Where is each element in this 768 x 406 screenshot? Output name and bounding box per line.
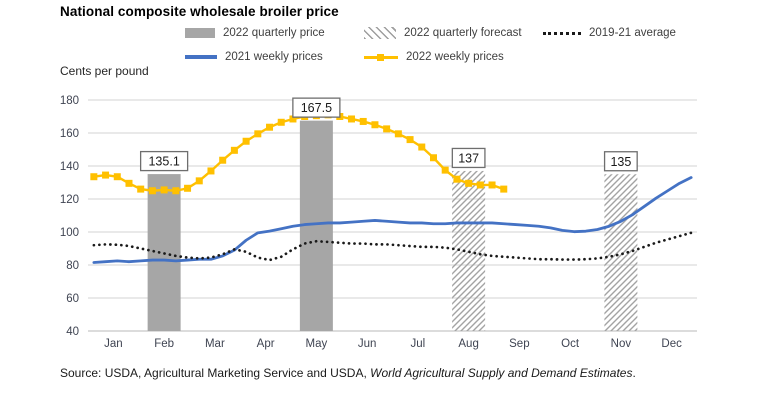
x-month-label: Nov — [611, 338, 632, 350]
x-month-label: Aug — [458, 338, 478, 350]
weekly-2022-marker-icon — [148, 187, 156, 195]
weekly-2022-marker-icon — [172, 187, 180, 195]
average-dotted-line-swatch-icon — [543, 31, 581, 35]
weekly-2022-marker-icon — [476, 181, 484, 189]
legend-row-1: 2022 quarterly price 2022 quarterly fore… — [185, 27, 676, 39]
quarterly-price-swatch-icon — [185, 28, 215, 38]
quarterly-forecast-bar — [604, 174, 638, 331]
weekly-2022-line-swatch-icon — [364, 53, 398, 61]
source-publication: World Agricultural Supply and Demand Est… — [370, 366, 633, 380]
legend-label: 2019-21 average — [589, 27, 676, 39]
weekly-2022-marker-icon — [113, 173, 121, 181]
weekly-2022-marker-icon — [383, 125, 391, 133]
y-tick-label: 100 — [60, 227, 79, 239]
y-tick-label: 80 — [66, 260, 79, 272]
bar-value-label: 137 — [458, 151, 479, 165]
square-marker-icon — [377, 53, 384, 61]
legend-label: 2022 quarterly forecast — [404, 27, 522, 39]
weekly-2022-marker-icon — [160, 186, 168, 194]
bar-value-label: 135.1 — [148, 155, 179, 169]
weekly-2022-marker-icon — [277, 118, 285, 126]
weekly-2021-line — [92, 176, 693, 264]
y-tick-label: 180 — [60, 95, 79, 107]
bar-value-label-box — [139, 150, 189, 172]
bar-value-label-box — [292, 97, 341, 118]
x-month-label: Jan — [104, 338, 123, 350]
bar-value-label-box — [451, 147, 486, 169]
y-tick-label: 160 — [60, 128, 79, 140]
x-month-label: Sep — [509, 338, 529, 350]
x-month-label: Oct — [561, 338, 580, 350]
bar-value-label-box — [603, 151, 638, 172]
chart-plot-area: 180 160 140 120 100 80 60 40 Jan Feb Mar Apr May Jun J… — [60, 95, 697, 350]
weekly-2022-marker-icon — [289, 115, 297, 123]
legend-item-2019-21-average: 2019-21 average — [543, 27, 676, 39]
weekly-2022-marker-icon — [465, 179, 473, 187]
x-month-label: Jun — [358, 338, 377, 350]
legend-item-2022-weekly-prices: 2022 weekly prices — [364, 51, 504, 63]
average-dotted-line — [92, 231, 693, 262]
source-text: Source: USDA, Agricultural Marketing Ser… — [60, 366, 371, 380]
x-month-label: Apr — [257, 338, 275, 350]
weekly-2022-marker-icon — [453, 175, 461, 183]
y-tick-label: 120 — [60, 194, 79, 206]
weekly-2022-marker-icon — [195, 177, 203, 185]
weekly-2022-marker-icon — [230, 146, 238, 154]
chart-title: National composite wholesale broiler pri… — [60, 4, 339, 19]
legend-item-2021-weekly-prices: 2021 weekly prices — [185, 51, 364, 63]
weekly-2022-marker-icon — [266, 123, 274, 131]
weekly-2022-marker-icon — [429, 154, 437, 162]
x-month-label: Feb — [154, 338, 174, 350]
weekly-2022-marker-icon — [219, 156, 227, 164]
source-period: . — [632, 366, 636, 380]
y-tick-label: 60 — [66, 293, 79, 305]
weekly-2022-marker-icon — [406, 136, 414, 144]
bar-value-label: 135 — [610, 155, 631, 169]
y-tick-label: 140 — [60, 161, 79, 173]
weekly-2022-marker-icon — [348, 115, 356, 123]
legend-row-2: 2021 weekly prices 2022 weekly prices — [185, 51, 504, 63]
weekly-2022-marker-icon — [500, 185, 508, 193]
weekly-2022-marker-icon — [90, 173, 98, 181]
x-month-label: Dec — [661, 338, 682, 350]
weekly-2022-marker-icon — [184, 184, 192, 192]
legend-label: 2022 weekly prices — [406, 51, 504, 63]
weekly-2022-marker-icon — [418, 143, 426, 151]
weekly-2022-marker-icon — [394, 130, 402, 138]
weekly-2022-marker-icon — [242, 137, 250, 145]
weekly-2022-marker-icon — [254, 130, 262, 138]
weekly-2022-marker-icon — [137, 185, 145, 193]
y-tick-label: 40 — [66, 326, 79, 338]
weekly-2022-marker-icon — [207, 167, 215, 175]
weekly-2022-marker-icon — [125, 179, 133, 187]
quarterly-forecast-hatch-swatch-icon — [364, 27, 396, 39]
weekly-2022-marker-icon — [371, 121, 379, 129]
legend-label: 2022 quarterly price — [223, 27, 325, 39]
x-month-label: Mar — [205, 338, 225, 350]
bar-value-label: 167.5 — [301, 101, 332, 115]
weekly-2022-marker-icon — [102, 171, 110, 179]
legend-item-2022-quarterly-price: 2022 quarterly price — [185, 27, 364, 39]
source-note: Source: USDA, Agricultural Marketing Ser… — [60, 366, 636, 380]
x-month-label: Jul — [411, 338, 426, 350]
weekly-2022-marker-icon — [488, 181, 496, 189]
legend-label: 2021 weekly prices — [225, 51, 323, 63]
weekly-2022-marker-icon — [359, 117, 367, 125]
legend-item-2022-quarterly-forecast: 2022 quarterly forecast — [364, 27, 543, 39]
x-month-label: May — [306, 338, 328, 350]
weekly-2022-marker-icon — [441, 166, 449, 174]
y-axis-title: Cents per pound — [60, 64, 149, 78]
weekly-2021-line-swatch-icon — [185, 55, 217, 59]
